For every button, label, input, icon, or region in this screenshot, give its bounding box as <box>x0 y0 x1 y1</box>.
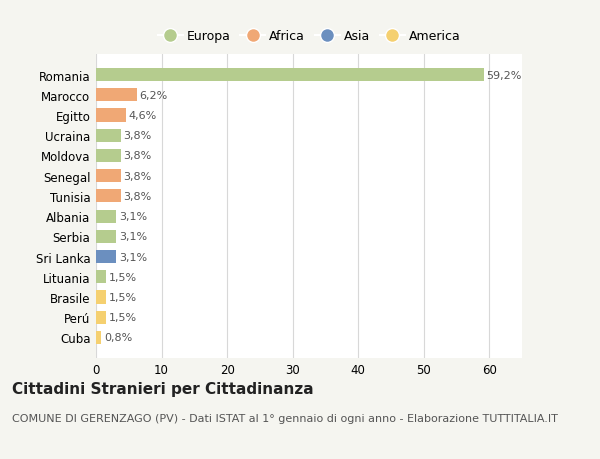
Bar <box>96 331 101 344</box>
Bar <box>96 291 106 304</box>
Text: 0,8%: 0,8% <box>104 333 132 343</box>
Text: 3,1%: 3,1% <box>119 252 147 262</box>
Text: 3,8%: 3,8% <box>124 131 152 141</box>
Text: 3,1%: 3,1% <box>119 232 147 242</box>
Text: 1,5%: 1,5% <box>109 313 137 323</box>
Text: Cittadini Stranieri per Cittadinanza: Cittadini Stranieri per Cittadinanza <box>12 381 314 396</box>
Bar <box>96 311 106 324</box>
Text: 3,8%: 3,8% <box>124 191 152 202</box>
Text: 59,2%: 59,2% <box>487 70 522 80</box>
Legend: Europa, Africa, Asia, America: Europa, Africa, Asia, America <box>152 25 466 48</box>
Text: 3,8%: 3,8% <box>124 171 152 181</box>
Text: 3,8%: 3,8% <box>124 151 152 161</box>
Text: 1,5%: 1,5% <box>109 272 137 282</box>
Bar <box>96 89 137 102</box>
Bar <box>96 69 484 82</box>
Bar <box>96 210 116 223</box>
Bar <box>96 170 121 183</box>
Text: COMUNE DI GERENZAGO (PV) - Dati ISTAT al 1° gennaio di ogni anno - Elaborazione : COMUNE DI GERENZAGO (PV) - Dati ISTAT al… <box>12 413 558 423</box>
Text: 6,2%: 6,2% <box>139 90 167 101</box>
Bar <box>96 150 121 162</box>
Bar <box>96 230 116 243</box>
Bar <box>96 190 121 203</box>
Text: 3,1%: 3,1% <box>119 212 147 222</box>
Bar <box>96 271 106 284</box>
Bar <box>96 251 116 263</box>
Bar <box>96 129 121 142</box>
Text: 4,6%: 4,6% <box>129 111 157 121</box>
Text: 1,5%: 1,5% <box>109 292 137 302</box>
Bar <box>96 109 126 122</box>
